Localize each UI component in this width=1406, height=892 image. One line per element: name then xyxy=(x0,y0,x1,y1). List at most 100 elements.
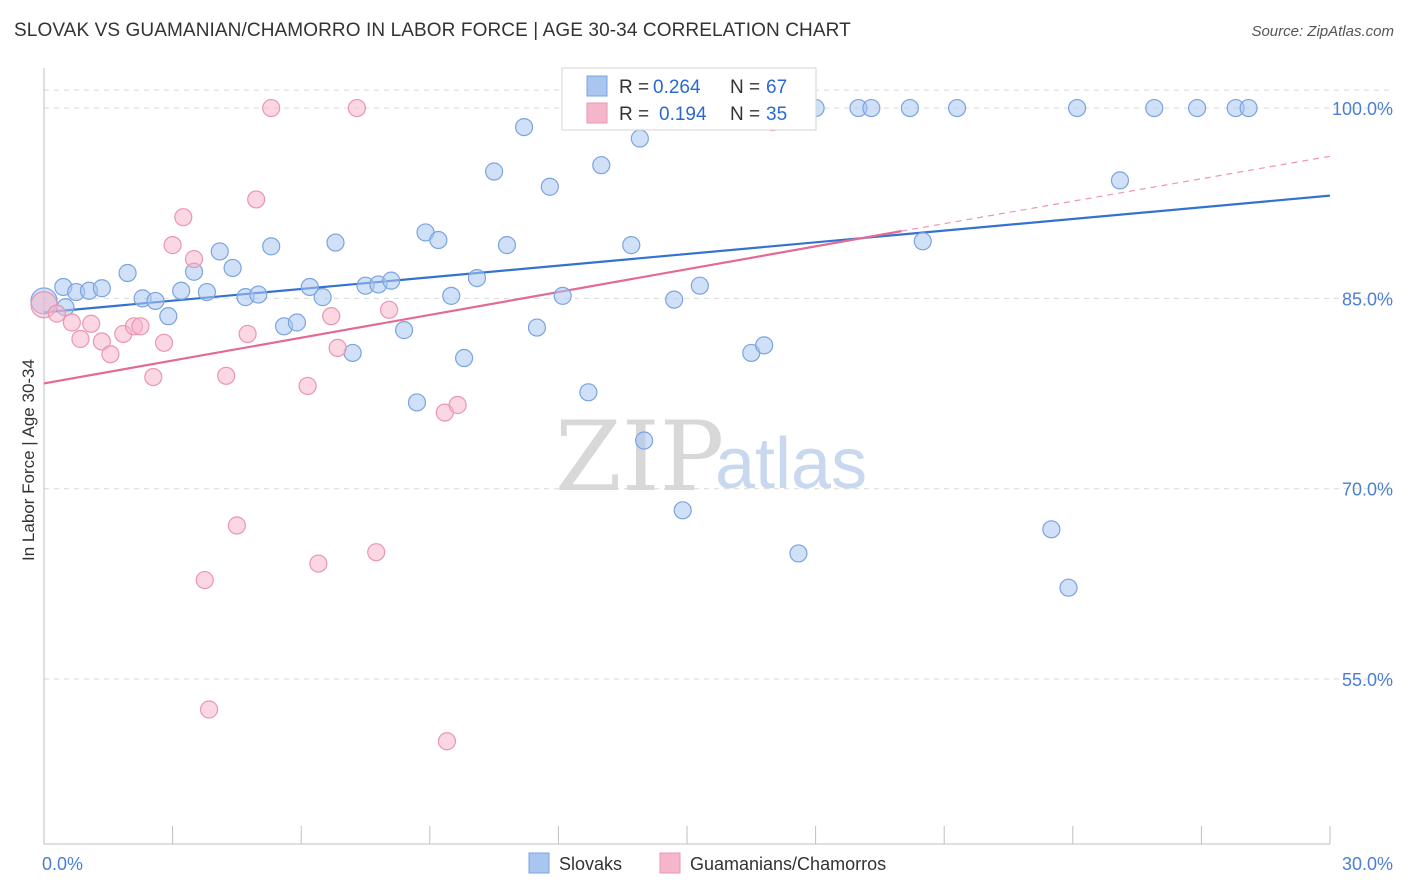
chart-title: SLOVAK VS GUAMANIAN/CHAMORRO IN LABOR FO… xyxy=(14,20,851,41)
axes xyxy=(43,68,1331,845)
slovak-point xyxy=(630,129,649,148)
guamanian-point xyxy=(62,313,81,332)
guamanian-point xyxy=(227,516,246,535)
x-tick-label: 30.0% xyxy=(1342,854,1393,874)
slovak-point xyxy=(913,232,932,251)
slovak-point xyxy=(382,271,401,290)
slovak-point xyxy=(515,117,534,137)
slovak-point xyxy=(690,276,709,295)
legend-n-label: N = xyxy=(730,77,760,98)
guamanian-point xyxy=(47,304,66,323)
slovak-point xyxy=(1145,98,1164,118)
watermark: ZIP atlas xyxy=(555,401,867,513)
guamanian-point xyxy=(71,329,90,349)
y-axis-label: In Labor Force | Age 30-34 xyxy=(19,359,38,561)
slovak-point xyxy=(146,291,165,311)
guamanian-point xyxy=(437,732,457,751)
slovak-point xyxy=(197,282,216,302)
slovak-point xyxy=(1067,98,1087,118)
slovak-point xyxy=(467,268,487,288)
slovak-point xyxy=(326,233,345,252)
slovak-point xyxy=(579,383,598,402)
bottom-legend-swatch-guamanians xyxy=(659,852,681,874)
slovak-point xyxy=(442,286,461,305)
slovak-point xyxy=(947,98,967,118)
slovak-point xyxy=(172,281,191,300)
guamanian-trend-extension xyxy=(901,155,1331,232)
slovak-point xyxy=(497,236,517,255)
y-tick-label: 70.0% xyxy=(1342,480,1393,500)
slovak-point xyxy=(249,285,268,304)
stats-legend: R = 0.264 N = 67 R = 0.194 N = 35 xyxy=(561,67,817,131)
guamanian-point xyxy=(238,324,257,344)
slovak-point xyxy=(407,393,427,412)
legend-swatch-guamanians xyxy=(586,102,608,124)
y-tick-label: 100.0% xyxy=(1332,99,1393,119)
guamanian-trend-line xyxy=(43,230,902,385)
bottom-legend-label-slovaks: Slovaks xyxy=(559,854,622,874)
slovak-point xyxy=(262,237,281,256)
slovak-point xyxy=(223,258,242,278)
guamanian-point xyxy=(322,307,341,326)
slovak-point xyxy=(300,277,319,297)
guamanian-point xyxy=(101,345,120,364)
guamanian-point xyxy=(92,332,111,351)
guamanian-point xyxy=(154,333,174,352)
bottom-legend-swatch-slovaks xyxy=(528,852,550,874)
legend-r-label: R = xyxy=(619,77,649,98)
guamanian-point xyxy=(328,338,347,357)
guamanian-point xyxy=(367,543,386,562)
legend-swatch-slovaks xyxy=(586,75,608,97)
slovak-point xyxy=(622,236,641,255)
slovak-point xyxy=(862,98,881,118)
slovak-point xyxy=(900,98,920,118)
slovak-point xyxy=(592,156,611,175)
guamanian-point xyxy=(163,236,182,255)
slovak-point xyxy=(1042,520,1061,539)
slovak-point xyxy=(635,431,654,450)
legend-r-value-slovaks: 0.264 xyxy=(653,77,701,98)
source-label: Source: ZipAtlas.com xyxy=(1251,23,1394,40)
slovak-point xyxy=(553,286,572,305)
legend-n-value-slovaks: 67 xyxy=(766,77,787,98)
guamanian-point xyxy=(144,367,163,387)
slovak-point xyxy=(527,318,547,337)
bottom-legend-label-guamanians: Guamanians/Chamorros xyxy=(690,854,886,874)
slovak-point xyxy=(1110,171,1130,190)
y-tick-label: 55.0% xyxy=(1342,670,1393,690)
slovak-point xyxy=(159,307,178,326)
guamanian-point xyxy=(82,314,101,333)
y-tick-labels: 55.0% 70.0% 85.0% 100.0% xyxy=(1332,99,1393,690)
watermark-zip: ZIP xyxy=(555,401,724,513)
slovak-point xyxy=(755,336,774,355)
slovak-point xyxy=(1059,578,1078,597)
gridlines xyxy=(44,89,1392,680)
slovak-point xyxy=(673,501,692,520)
guamanian-point xyxy=(379,300,399,319)
guamanian-point xyxy=(247,190,266,209)
guamanian-point xyxy=(262,98,281,118)
guamanian-point xyxy=(309,554,328,573)
data-points xyxy=(30,98,1258,751)
legend-n-label: N = xyxy=(730,104,760,125)
slovak-point xyxy=(1188,98,1207,118)
slovak-point xyxy=(92,279,111,298)
series-legend: Slovaks Guamanians/Chamorros xyxy=(528,852,886,874)
guamanian-point xyxy=(448,395,467,415)
guamanian-point xyxy=(298,376,317,396)
slovak-point xyxy=(118,263,137,283)
slovak-point xyxy=(540,177,559,196)
slovak-point xyxy=(485,162,504,181)
slovak-point xyxy=(789,544,808,563)
x-tick-labels: 0.0% 30.0% xyxy=(42,854,1393,874)
legend-r-value-guamanians: 0.194 xyxy=(659,104,707,125)
legend-n-value-guamanians: 35 xyxy=(766,104,787,125)
guamanian-point xyxy=(131,317,150,336)
guamanian-point xyxy=(217,366,236,385)
slovak-point xyxy=(454,348,474,368)
watermark-atlas: atlas xyxy=(715,424,867,504)
slovak-point xyxy=(429,230,448,250)
guamanian-point xyxy=(174,208,193,227)
legend-r-label: R = xyxy=(619,104,649,125)
